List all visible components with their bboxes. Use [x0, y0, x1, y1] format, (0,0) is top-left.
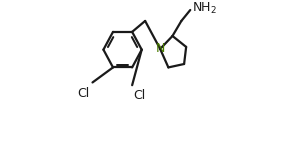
Text: Cl: Cl: [134, 89, 146, 102]
Text: N: N: [156, 42, 165, 55]
Text: Cl: Cl: [78, 87, 90, 100]
Text: NH$_2$: NH$_2$: [192, 1, 217, 16]
